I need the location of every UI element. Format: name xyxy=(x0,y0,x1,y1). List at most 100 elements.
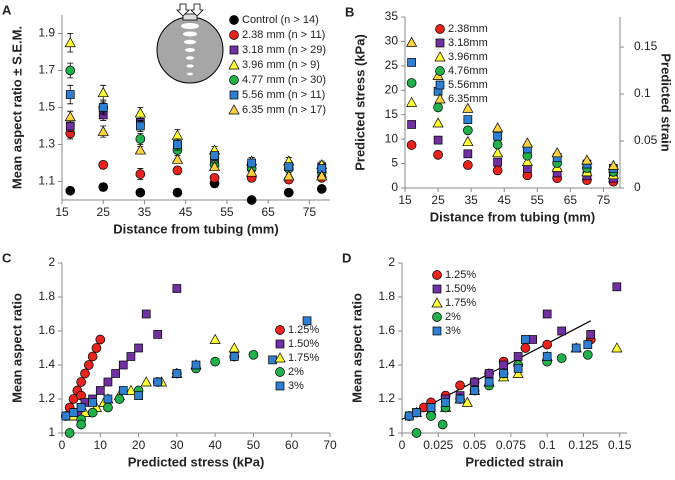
y-tick-label: 25 xyxy=(385,58,399,72)
point xyxy=(76,419,86,430)
inset-diagram xyxy=(156,3,224,84)
y-tick-label: 30 xyxy=(385,34,399,48)
point xyxy=(65,90,75,99)
point xyxy=(493,157,502,167)
x-tick-label: 35 xyxy=(138,205,152,219)
y-tick-label: 1.1 xyxy=(38,174,55,188)
point xyxy=(462,160,473,170)
point xyxy=(462,135,474,146)
legend-label: 2.38 mm (n > 11) xyxy=(242,29,325,41)
y-tick-label: 1.5 xyxy=(38,100,55,114)
point xyxy=(111,369,120,378)
y-axis-label: Mean aspect ratio xyxy=(9,293,24,403)
point xyxy=(171,129,184,140)
x-tick-label: 0.025 xyxy=(423,438,453,452)
point xyxy=(87,407,98,418)
legend-marker xyxy=(431,297,443,308)
point xyxy=(98,182,109,192)
y-axis-label: Predicted stress (kPa) xyxy=(352,34,367,171)
x-tick-label: 50 xyxy=(247,438,261,452)
point xyxy=(441,398,450,407)
legend-marker xyxy=(275,367,285,377)
point xyxy=(248,349,259,360)
point xyxy=(64,111,76,122)
legend-marker xyxy=(275,339,285,349)
point xyxy=(463,115,473,124)
point xyxy=(83,360,94,370)
legend-marker xyxy=(229,90,239,100)
legend-marker xyxy=(274,352,286,363)
point xyxy=(140,376,152,387)
point xyxy=(228,342,240,353)
x-tick-label: 0.05 xyxy=(463,438,487,452)
point xyxy=(97,86,109,98)
point xyxy=(411,428,422,438)
y-tick-label: 1.8 xyxy=(378,289,395,303)
y-tick-label: 1.4 xyxy=(378,357,395,371)
x-tick-label: 15 xyxy=(398,193,412,207)
point xyxy=(95,334,106,345)
point xyxy=(432,117,444,128)
point xyxy=(462,125,473,136)
x-tick-label: 20 xyxy=(132,438,146,452)
y-tick-label: 1.2 xyxy=(378,391,395,405)
legend-label: 2% xyxy=(288,366,304,378)
x-tick-label: 65 xyxy=(564,193,578,207)
x-tick-label: 75 xyxy=(597,193,611,207)
legend-marker xyxy=(275,325,285,335)
point xyxy=(134,144,146,155)
point xyxy=(64,428,75,438)
y-tick-label: 1.2 xyxy=(38,391,55,405)
point xyxy=(95,386,105,395)
legend-label: 2.38mm xyxy=(448,23,488,35)
y-tick-label: 1.3 xyxy=(38,137,55,151)
legend-marker xyxy=(228,59,240,70)
point xyxy=(135,121,145,131)
point xyxy=(455,380,465,391)
point xyxy=(283,187,294,198)
legend-marker xyxy=(432,326,442,336)
point xyxy=(118,360,128,370)
point xyxy=(103,394,113,404)
legend-marker xyxy=(275,381,285,391)
point xyxy=(229,352,239,361)
point xyxy=(512,367,524,378)
point xyxy=(583,340,593,349)
x-tick-label: 45 xyxy=(179,205,193,219)
legend-label: 5.56mm xyxy=(448,79,488,91)
legend-label: 6.35mm xyxy=(448,93,488,105)
point xyxy=(492,165,503,176)
point xyxy=(283,170,295,181)
panel-label: D xyxy=(342,250,351,265)
point xyxy=(551,147,563,158)
point xyxy=(64,37,76,48)
legend-label: 3.18 mm (n > 29) xyxy=(242,44,326,56)
point xyxy=(98,103,108,112)
point xyxy=(65,185,76,196)
point xyxy=(406,36,418,47)
point xyxy=(80,368,90,379)
x-tick-label: 15 xyxy=(55,205,69,219)
y-tick-label: 1 xyxy=(48,425,55,439)
x-tick-label: 35 xyxy=(464,193,478,207)
point xyxy=(173,140,182,149)
x-tick-label: 0 xyxy=(59,438,66,452)
legend-label: 1.25% xyxy=(288,324,319,336)
legend-marker xyxy=(229,75,239,85)
point xyxy=(521,137,533,148)
x-axis-label: Distance from tubing (mm) xyxy=(430,209,595,224)
point xyxy=(114,394,125,404)
legend-marker xyxy=(228,104,240,115)
y2-tick-label: 0 xyxy=(634,180,641,194)
point xyxy=(406,140,417,150)
point xyxy=(493,131,502,141)
point xyxy=(521,335,530,344)
point xyxy=(316,170,328,181)
x-tick-label: 0.125 xyxy=(568,438,598,452)
legend-marker xyxy=(432,270,442,280)
point xyxy=(246,166,258,177)
point xyxy=(135,169,146,179)
x-tick-label: 45 xyxy=(498,193,512,207)
point xyxy=(209,333,221,344)
point xyxy=(208,160,221,172)
